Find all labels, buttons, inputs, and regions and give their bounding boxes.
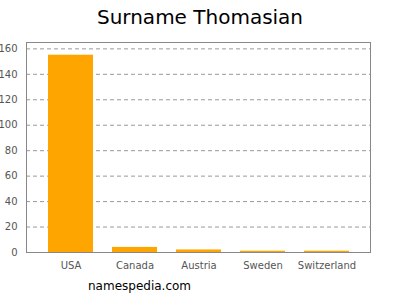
svg-text:160: 160 xyxy=(0,43,18,54)
svg-text:USA: USA xyxy=(61,260,82,271)
svg-text:100: 100 xyxy=(0,119,18,130)
svg-text:140: 140 xyxy=(0,69,18,80)
svg-text:Switzerland: Switzerland xyxy=(298,260,356,271)
svg-text:Sweden: Sweden xyxy=(243,260,283,271)
html-text:namespedia.com: namespedia.com xyxy=(88,279,191,293)
html-text:Surname Thomasian: Surname Thomasian xyxy=(97,5,303,29)
svg-text:60: 60 xyxy=(5,170,18,181)
svg-text:Canada: Canada xyxy=(116,260,154,271)
svg-text:0: 0 xyxy=(11,247,17,258)
svg-text:Austria: Austria xyxy=(181,260,216,271)
svg-text:120: 120 xyxy=(0,94,18,105)
svg-text:80: 80 xyxy=(5,145,18,156)
svg-text:20: 20 xyxy=(5,221,18,232)
svg-text:40: 40 xyxy=(5,196,18,207)
